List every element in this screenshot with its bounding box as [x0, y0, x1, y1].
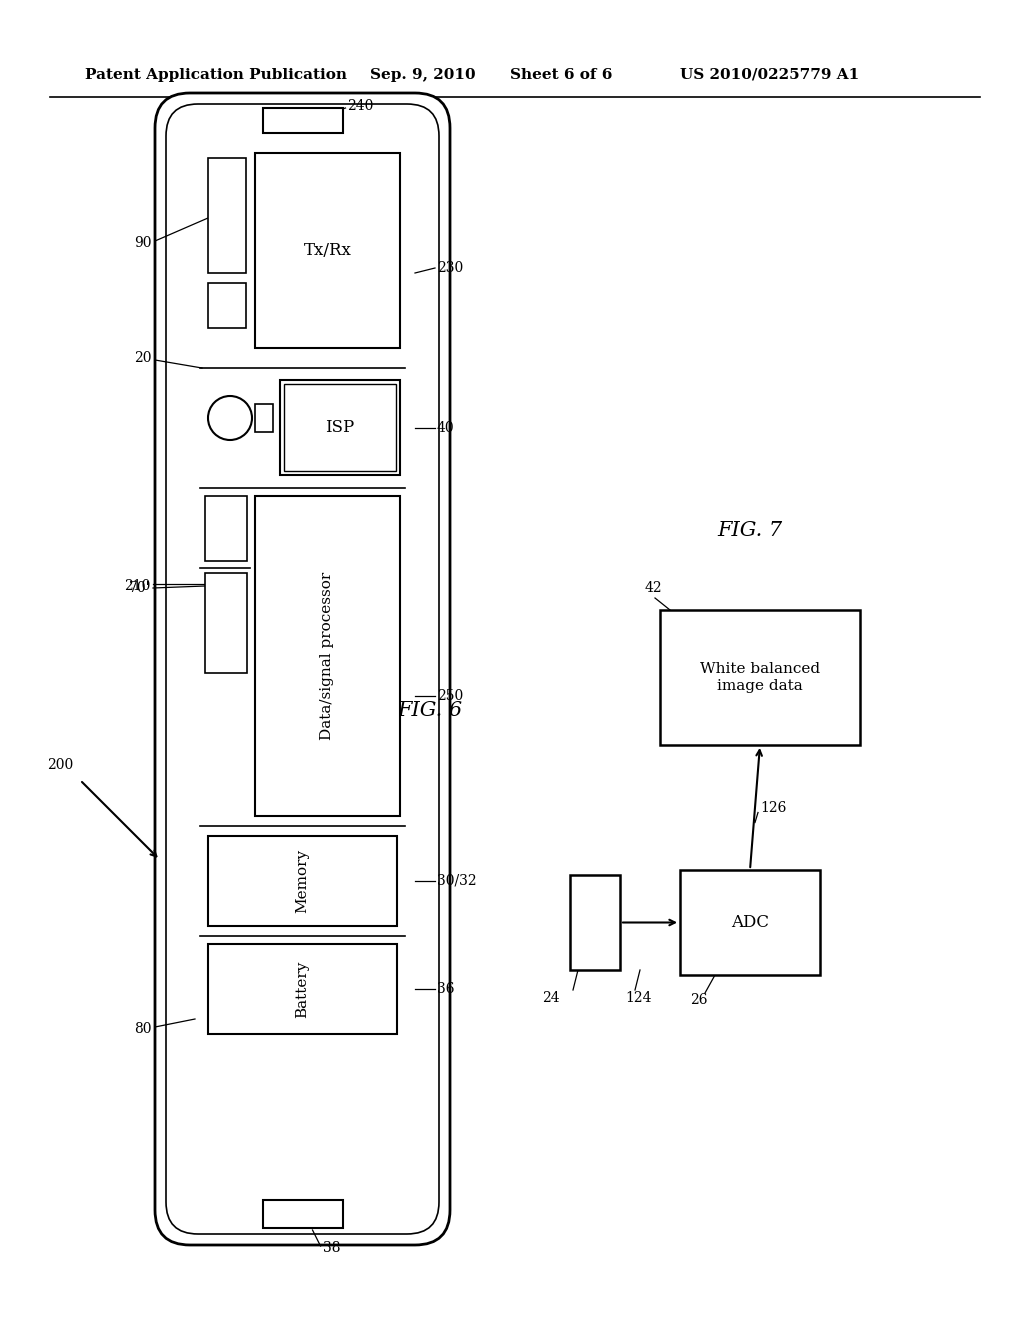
Bar: [680, 870, 820, 975]
Bar: [205, 496, 247, 561]
Text: White balanced
image data: White balanced image data: [700, 663, 820, 693]
Text: 126: 126: [760, 800, 786, 814]
Bar: [255, 404, 273, 432]
Bar: [208, 944, 397, 1034]
Bar: [208, 836, 397, 927]
Text: 210: 210: [124, 579, 150, 593]
Text: 70': 70': [128, 581, 150, 595]
Bar: [208, 282, 246, 327]
Bar: [262, 108, 342, 133]
Text: FIG. 6: FIG. 6: [397, 701, 463, 719]
Text: ADC: ADC: [731, 913, 769, 931]
Text: 124: 124: [625, 991, 651, 1005]
Bar: [570, 875, 620, 970]
Text: 250: 250: [437, 689, 463, 704]
Bar: [205, 573, 247, 673]
Text: 200: 200: [47, 758, 73, 772]
Text: 24: 24: [543, 991, 560, 1005]
Text: 230: 230: [437, 261, 463, 275]
Text: 26: 26: [690, 993, 708, 1007]
Circle shape: [208, 396, 252, 440]
Bar: [284, 384, 396, 471]
Text: Sep. 9, 2010: Sep. 9, 2010: [370, 69, 475, 82]
Bar: [660, 610, 860, 744]
Text: ISP: ISP: [326, 418, 354, 436]
Text: 40: 40: [437, 421, 455, 436]
FancyBboxPatch shape: [155, 92, 450, 1245]
Text: US 2010/0225779 A1: US 2010/0225779 A1: [680, 69, 859, 82]
Bar: [262, 1200, 342, 1228]
Text: 240: 240: [347, 99, 374, 114]
Text: 42: 42: [645, 581, 663, 595]
Bar: [255, 496, 400, 816]
Text: Patent Application Publication: Patent Application Publication: [85, 69, 347, 82]
Text: Sheet 6 of 6: Sheet 6 of 6: [510, 69, 612, 82]
Text: 20: 20: [134, 351, 152, 366]
Bar: [208, 158, 246, 273]
Text: Data/signal processor: Data/signal processor: [321, 572, 335, 741]
Text: 80: 80: [134, 1022, 152, 1036]
Bar: [280, 380, 400, 475]
Text: 30/32: 30/32: [437, 874, 476, 888]
Text: 38: 38: [323, 1241, 340, 1255]
Text: Memory: Memory: [296, 849, 309, 913]
Text: Tx/Rx: Tx/Rx: [303, 242, 351, 259]
Text: 36: 36: [437, 982, 455, 997]
Text: Battery: Battery: [296, 961, 309, 1018]
Text: FIG. 7: FIG. 7: [718, 520, 782, 540]
Text: 90: 90: [134, 236, 152, 249]
Bar: [255, 153, 400, 348]
